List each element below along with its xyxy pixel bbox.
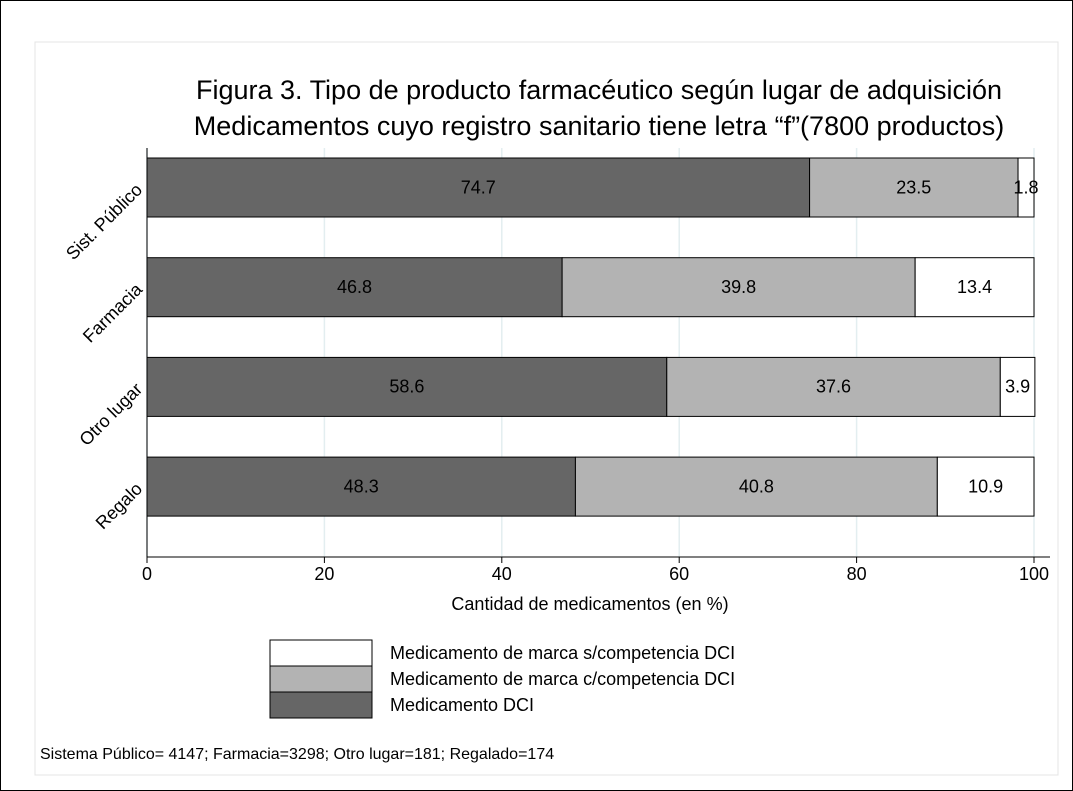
- bar-segment: [146, 456, 576, 517]
- data-label: 13.4: [957, 277, 992, 297]
- data-label: 58.6: [389, 377, 424, 397]
- legend-label: Medicamento DCI: [390, 695, 534, 715]
- legend-swatch: [269, 691, 373, 719]
- x-tick-label: 0: [142, 564, 152, 584]
- data-label: 3.9: [1005, 377, 1030, 397]
- data-label: 74.7: [461, 177, 496, 197]
- bar-segment: [666, 356, 1001, 417]
- data-label: 37.6: [816, 377, 851, 397]
- data-label: 46.8: [337, 277, 372, 297]
- legend-swatch: [269, 639, 373, 667]
- note: Sistema Público= 4147; Farmacia=3298; Ot…: [40, 746, 554, 763]
- bar-segment: [146, 157, 811, 218]
- data-label: 1.8: [1014, 177, 1039, 197]
- x-tick-label: 20: [314, 564, 334, 584]
- data-label: 23.5: [896, 177, 931, 197]
- bar-segment: [914, 257, 1035, 318]
- legend-label: Medicamento de marca c/competencia DCI: [390, 669, 735, 689]
- chart-subtitle: Medicamentos cuyo registro sanitario tie…: [194, 111, 1004, 141]
- x-tick-label: 80: [847, 564, 867, 584]
- bar-segment: [146, 356, 668, 417]
- data-label: 39.8: [721, 277, 756, 297]
- x-tick-label: 40: [492, 564, 512, 584]
- bar-segment: [1017, 157, 1035, 218]
- data-label: 10.9: [968, 476, 1003, 496]
- x-axis-label: Cantidad de medicamentos (en %): [451, 594, 728, 614]
- bar-segment: [999, 356, 1036, 417]
- data-label: 48.3: [344, 476, 379, 496]
- bar-segment: [146, 257, 563, 318]
- bar-segment: [574, 456, 938, 517]
- legend-label: Medicamento de marca s/competencia DCI: [390, 643, 735, 663]
- x-tick-label: 60: [669, 564, 689, 584]
- data-label: 40.8: [739, 476, 774, 496]
- chart-title: Figura 3. Tipo de producto farmacéutico …: [196, 75, 1002, 105]
- bar-segment: [561, 257, 916, 318]
- x-tick-label: 100: [1019, 564, 1049, 584]
- legend-swatch: [269, 665, 373, 693]
- bar-segment: [936, 456, 1035, 517]
